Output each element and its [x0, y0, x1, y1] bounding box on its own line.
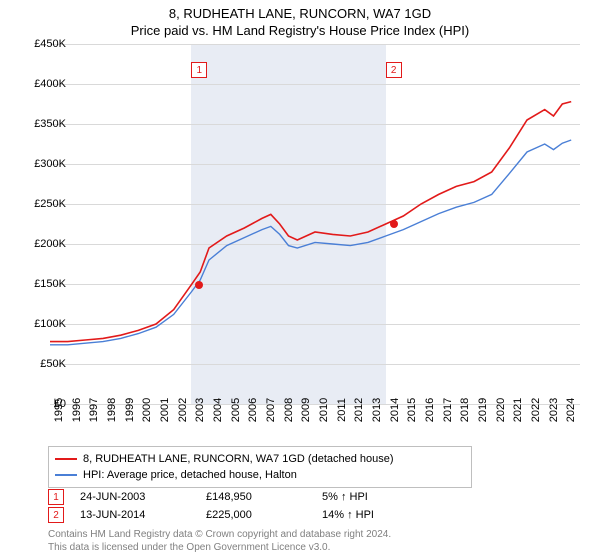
footer-line: Contains HM Land Registry data © Crown c…	[48, 528, 391, 541]
marker-id-box: 2	[48, 507, 64, 523]
legend-item: HPI: Average price, detached house, Halt…	[55, 467, 465, 483]
footer-note: Contains HM Land Registry data © Crown c…	[48, 528, 391, 554]
series-line	[50, 102, 571, 342]
marker-date: 13-JUN-2014	[80, 509, 190, 521]
marker-flag: 2	[386, 62, 402, 78]
chart-lines	[50, 44, 580, 404]
marker-table: 1 24-JUN-2003 £148,950 5% ↑ HPI 2 13-JUN…	[48, 488, 374, 524]
legend: 8, RUDHEATH LANE, RUNCORN, WA7 1GD (deta…	[48, 446, 472, 488]
marker-pct: 14% ↑ HPI	[322, 509, 374, 521]
legend-label: 8, RUDHEATH LANE, RUNCORN, WA7 1GD (deta…	[83, 453, 394, 465]
footer-line: This data is licensed under the Open Gov…	[48, 541, 391, 554]
marker-pct: 5% ↑ HPI	[322, 491, 368, 503]
legend-label: HPI: Average price, detached house, Halt…	[83, 469, 297, 481]
marker-dot	[390, 220, 398, 228]
marker-price: £148,950	[206, 491, 306, 503]
plot-area: 12	[50, 44, 580, 404]
marker-price: £225,000	[206, 509, 306, 521]
marker-dot	[195, 281, 203, 289]
marker-id-box: 1	[48, 489, 64, 505]
marker-date: 24-JUN-2003	[80, 491, 190, 503]
marker-flag: 1	[191, 62, 207, 78]
marker-table-row: 1 24-JUN-2003 £148,950 5% ↑ HPI	[48, 488, 374, 506]
chart-title: 8, RUDHEATH LANE, RUNCORN, WA7 1GD	[0, 0, 600, 21]
marker-table-row: 2 13-JUN-2014 £225,000 14% ↑ HPI	[48, 506, 374, 524]
chart-container: 8, RUDHEATH LANE, RUNCORN, WA7 1GD Price…	[0, 0, 600, 560]
legend-swatch	[55, 458, 77, 460]
x-axis-labels: 1995199619971998199920002001200220032004…	[50, 406, 580, 446]
legend-item: 8, RUDHEATH LANE, RUNCORN, WA7 1GD (deta…	[55, 451, 465, 467]
chart-subtitle: Price paid vs. HM Land Registry's House …	[0, 21, 600, 38]
legend-swatch	[55, 474, 77, 476]
